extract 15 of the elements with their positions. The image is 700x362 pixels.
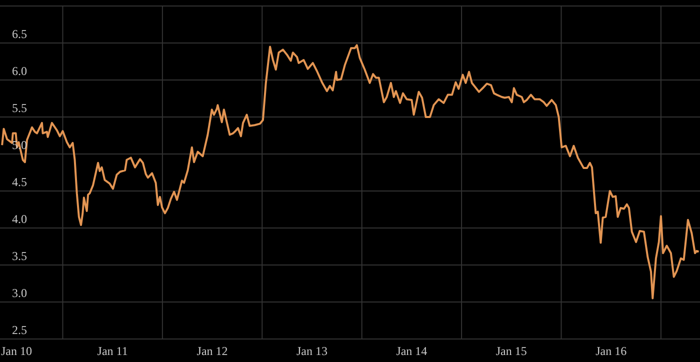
x-tick-label: Jan 15 (496, 344, 527, 358)
x-tick-label: Jan 11 (97, 344, 128, 358)
x-tick-label: Jan 10 (1, 344, 32, 358)
y-tick-label: 3.0 (12, 286, 27, 300)
x-tick-label: Jan 12 (196, 344, 228, 358)
y-tick-label: 6.5 (12, 27, 27, 41)
y-tick-label: 2.5 (12, 323, 27, 337)
x-tick-label: Jan 14 (396, 344, 428, 358)
y-tick-label: 4.5 (12, 175, 27, 189)
y-tick-label: 3.5 (12, 249, 27, 263)
y-tick-label: 4.0 (12, 212, 27, 226)
x-tick-label: Jan 16 (596, 344, 627, 358)
x-tick-label: Jan 13 (296, 344, 328, 358)
y-tick-label: 5.5 (12, 101, 27, 115)
y-tick-label: 6.0 (12, 64, 27, 78)
